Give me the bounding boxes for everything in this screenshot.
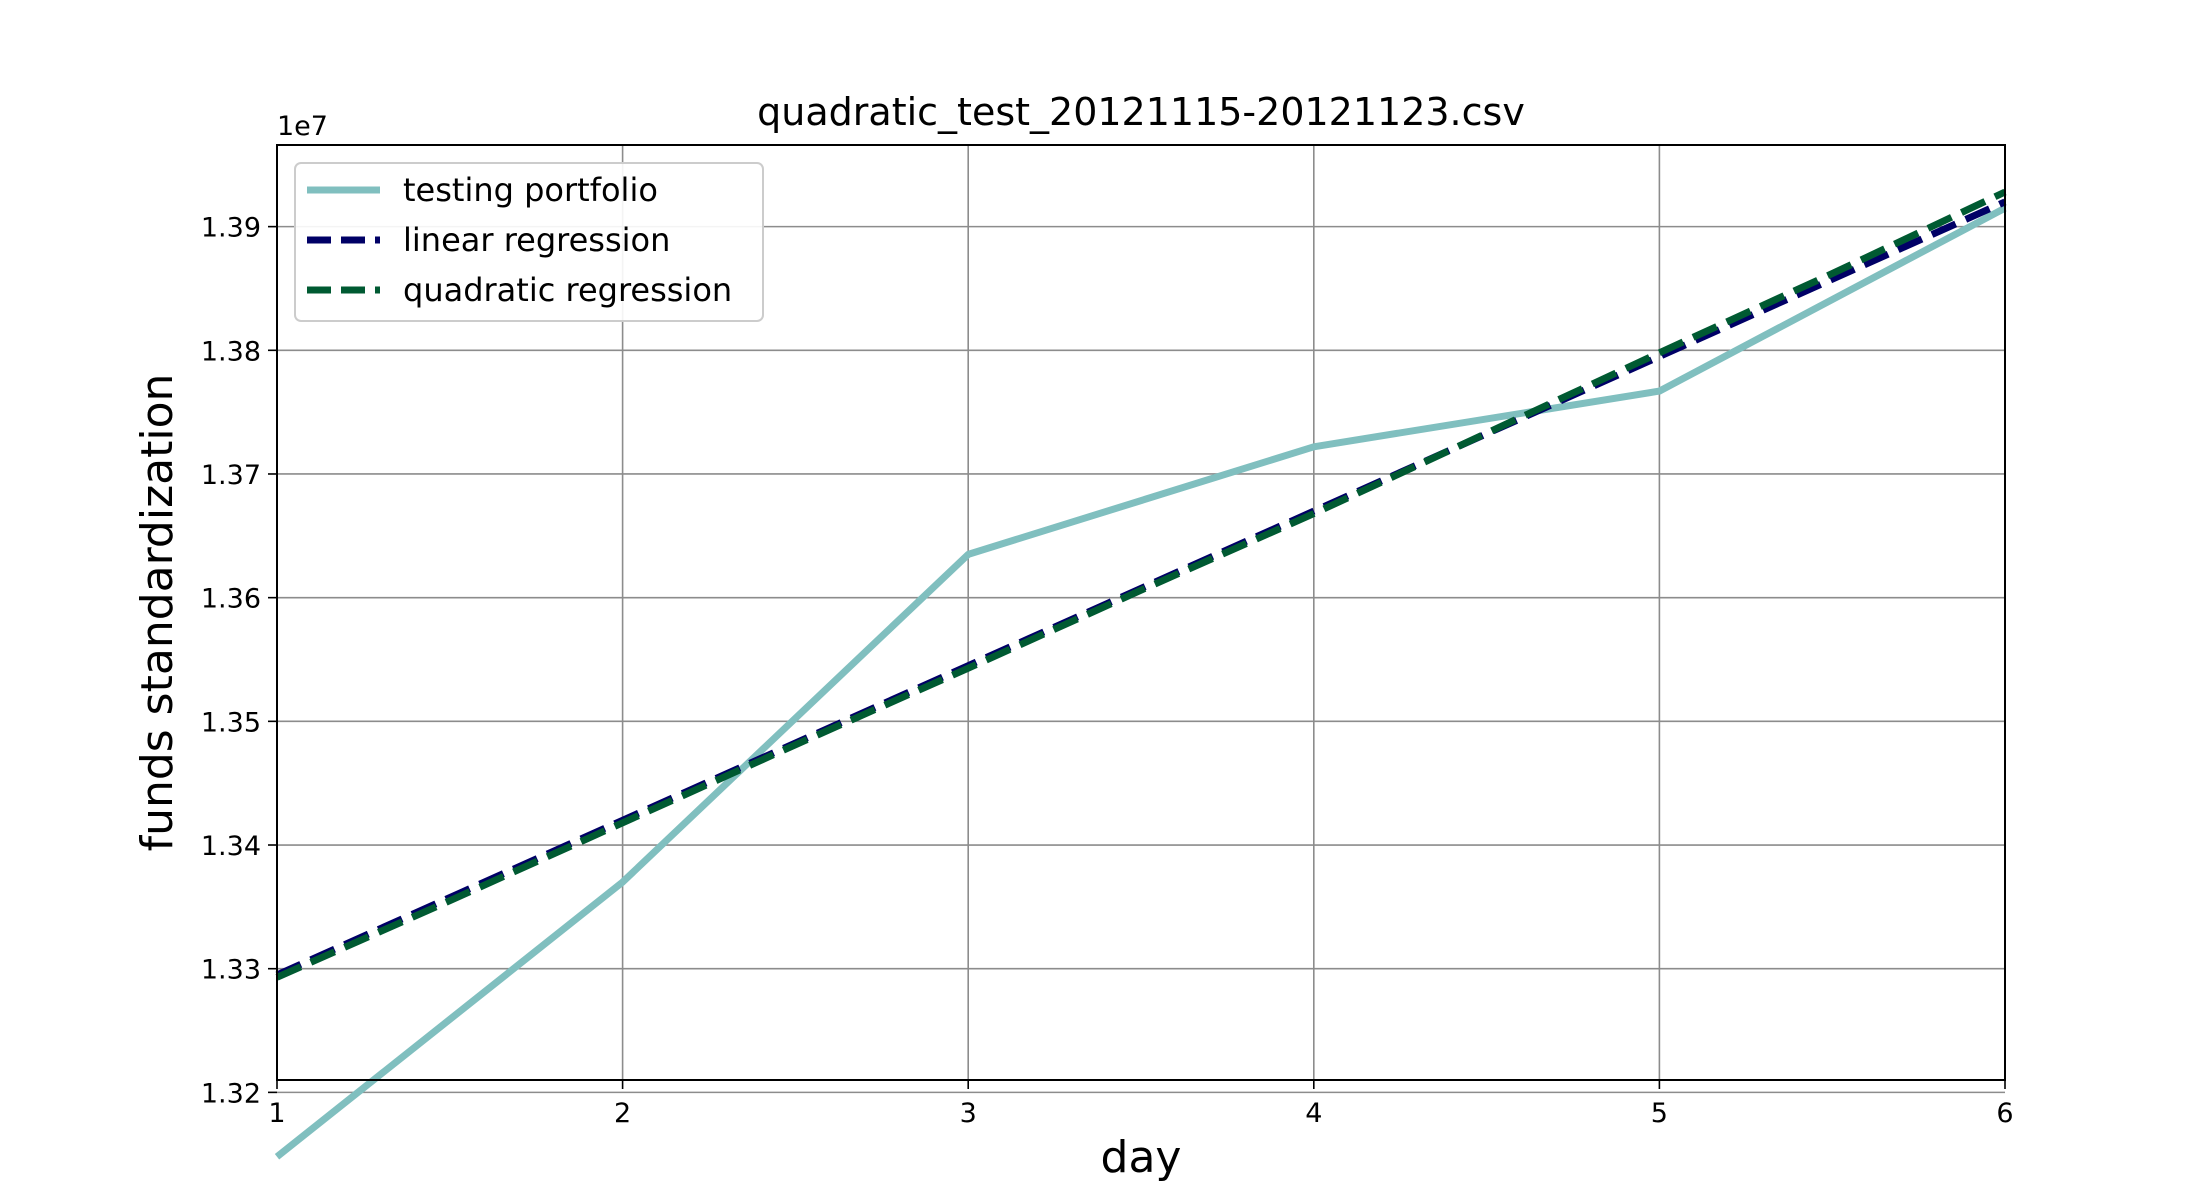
series-layer	[274, 188, 2007, 1160]
y-tick-label: 1.38	[201, 336, 261, 367]
series-line-quadratic-regression	[275, 188, 2007, 981]
y-tick-label: 1.36	[201, 584, 261, 615]
series-line-testing-portfolio	[274, 205, 2007, 1160]
legend-label: quadratic regression	[403, 271, 732, 309]
x-tick-label: 4	[1305, 1098, 1322, 1129]
y-tick-label: 1.33	[201, 955, 261, 986]
x-tick-label: 5	[1651, 1098, 1668, 1129]
x-axis-label: day	[1101, 1132, 1182, 1183]
y-tick-label: 1.39	[201, 213, 261, 244]
y-tick-label: 1.35	[201, 707, 261, 738]
x-tick-label: 1	[268, 1098, 285, 1129]
x-tick-label: 6	[1996, 1098, 2013, 1129]
legend-box	[294, 162, 764, 322]
chart-title: quadratic_test_20121115-20121123.csv	[757, 90, 1525, 134]
legend-label: linear regression	[403, 221, 670, 259]
ticks: 1 2 3 4 5 6 1.32 1.33 1.34 1.35 1.36 1.37 1.38 1.39	[201, 213, 2014, 1129]
legend-label: testing portfolio	[403, 171, 658, 209]
y-tick-label: 1.37	[201, 460, 261, 491]
y-axis-label: funds standardization	[132, 374, 183, 852]
y-axis-offset-label: 1e7	[277, 111, 328, 142]
legend: testing portfolio linear regression quadra…	[294, 162, 764, 322]
plot-frame	[276, 144, 2006, 1081]
y-tick-label: 1.34	[201, 831, 261, 862]
x-tick-label: 2	[614, 1098, 631, 1129]
x-tick-label: 3	[960, 1098, 977, 1129]
y-tick-label: 1.32	[201, 1078, 261, 1109]
